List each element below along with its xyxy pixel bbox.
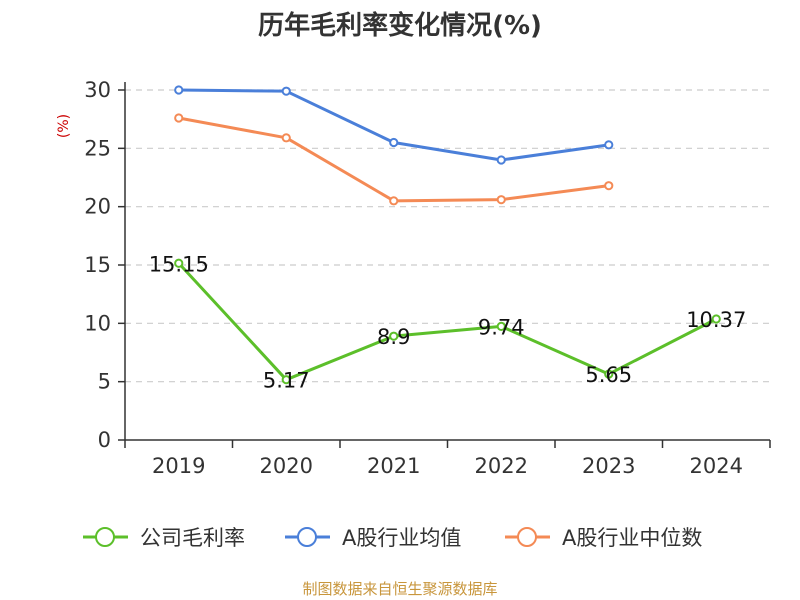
data-point	[604, 369, 614, 379]
x-tick-label: 2023	[582, 454, 635, 478]
data-point	[389, 137, 399, 148]
axes: 0 5 10 15 20 25 30 2019 2020 2021 2022 2023 2024	[84, 78, 771, 478]
y-tick-label: 30	[84, 78, 111, 102]
legend-label: 公司毛利率	[140, 526, 245, 550]
legend-marker	[95, 527, 115, 547]
y-tick-label: 15	[84, 253, 111, 277]
series-layer	[174, 85, 721, 385]
y-tick-label: 10	[84, 311, 111, 335]
x-tick-label: 2020	[260, 454, 313, 478]
data-label: 5.65	[585, 363, 632, 387]
data-label: 5.17	[263, 369, 310, 393]
data-point	[389, 331, 399, 341]
data-point	[711, 314, 721, 324]
data-point	[174, 85, 184, 95]
series-line	[178, 88, 609, 162]
data-labels: 15.15 5.17 8.9 9.74 5.65 10.37	[149, 252, 747, 392]
data-label: 15.15	[149, 252, 209, 276]
data-point	[496, 155, 506, 165]
y-tick-label: 0	[98, 428, 111, 452]
legend-marker	[517, 527, 537, 547]
data-point	[496, 321, 506, 331]
data-point	[281, 86, 291, 96]
y-tick-label: 25	[84, 136, 111, 160]
data-point	[604, 140, 614, 150]
chart-title: 历年毛利率变化情况(%)	[258, 10, 542, 41]
y-tick-label: 20	[84, 195, 111, 219]
series-line	[177, 262, 717, 382]
data-label: 8.9	[377, 325, 410, 349]
x-tick-label: 2024	[690, 454, 743, 478]
series-line	[178, 116, 609, 203]
data-point	[174, 113, 184, 123]
data-point	[281, 133, 291, 143]
data-point	[496, 195, 506, 205]
legend: 公司毛利率 A股行业均值 A股行业中位数	[83, 526, 702, 550]
data-label: 10.37	[686, 308, 746, 332]
legend-marker	[297, 527, 317, 547]
data-point	[174, 258, 184, 268]
legend-label: A股行业均值	[342, 526, 461, 550]
data-point	[604, 181, 614, 191]
source-note: 制图数据来自恒生聚源数据库	[302, 580, 497, 598]
legend-label: A股行业中位数	[562, 526, 702, 550]
y-axis-label: (%)	[56, 114, 72, 138]
data-point	[389, 196, 399, 206]
data-point	[281, 375, 291, 385]
x-tick-label: 2019	[152, 454, 205, 478]
x-tick-label: 2022	[475, 454, 528, 478]
x-tick-label: 2021	[367, 454, 420, 478]
grid	[125, 89, 770, 383]
data-label: 9.74	[478, 315, 525, 339]
y-tick-label: 5	[98, 370, 111, 394]
